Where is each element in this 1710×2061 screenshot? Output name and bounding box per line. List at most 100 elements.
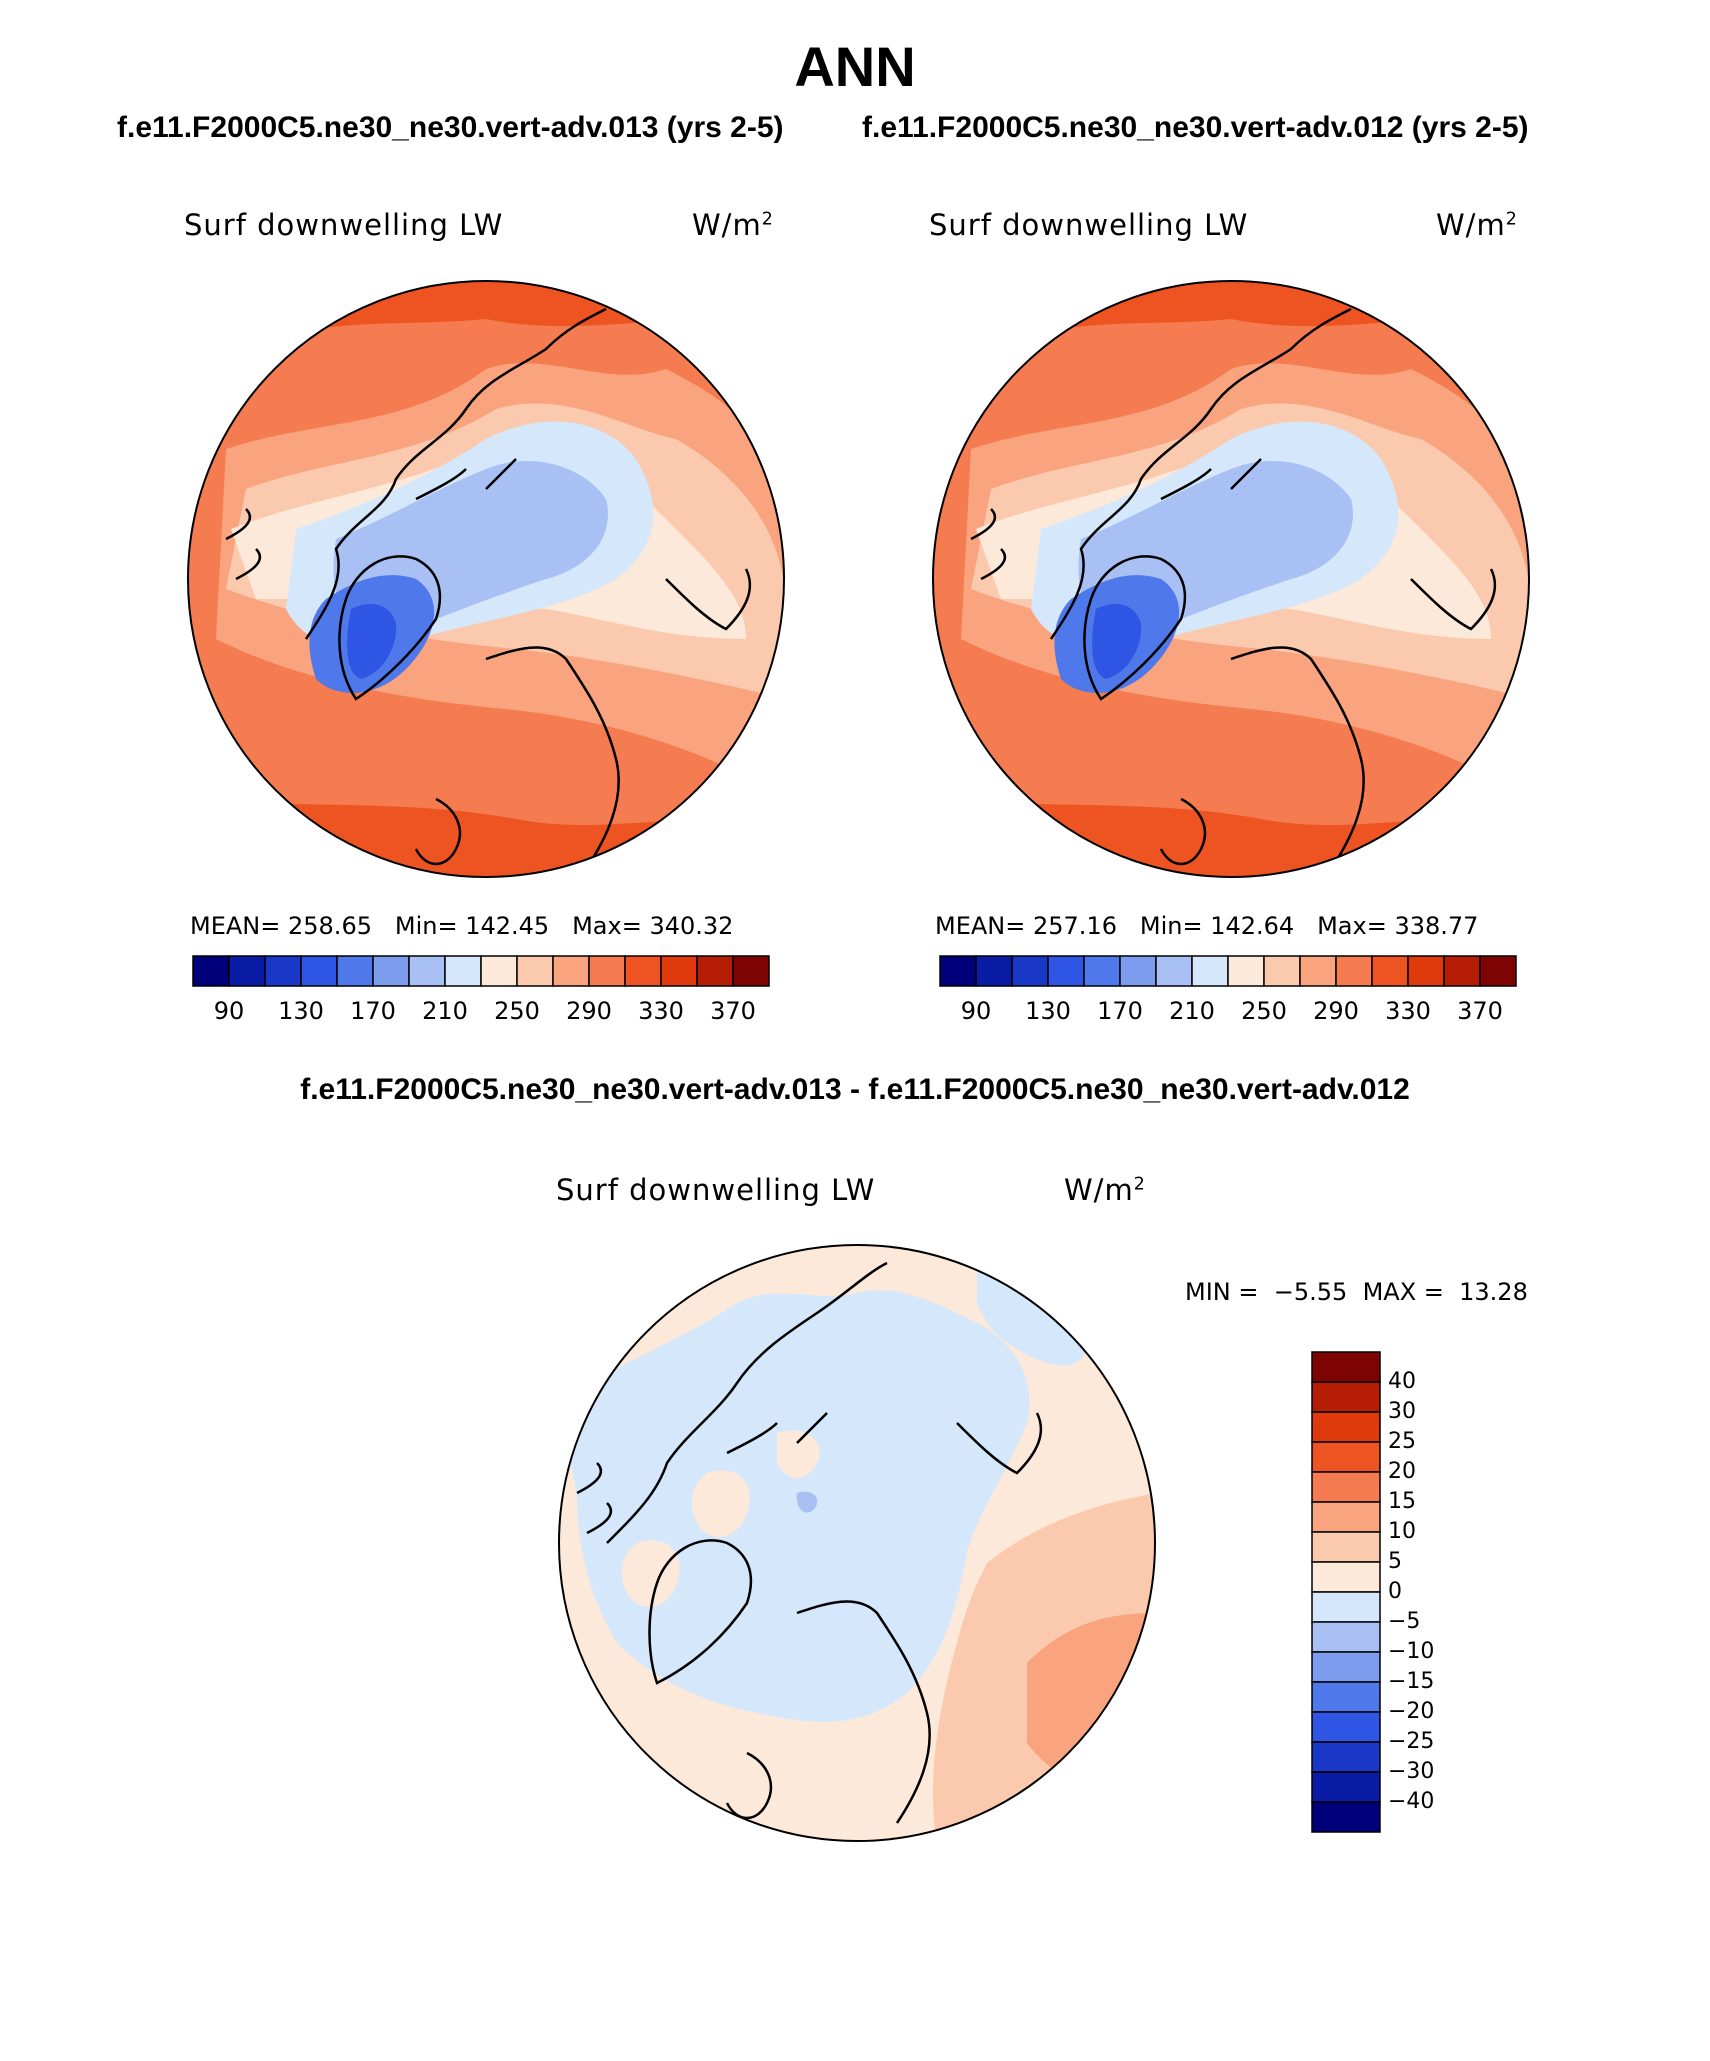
tick-label: 170 — [1097, 997, 1143, 1025]
colorbar-left-ticks: 90 130 170 210 250 290 330 370 — [193, 997, 769, 1027]
colorbar-swatch — [408, 955, 446, 987]
tick-label: 10 — [1388, 1519, 1416, 1544]
colorbar-swatch — [1311, 1351, 1381, 1383]
colorbar-swatch — [1047, 955, 1085, 987]
tick-label: −5 — [1388, 1609, 1421, 1634]
colorbar-swatch — [192, 955, 230, 987]
main-title: ANN — [794, 35, 916, 98]
colorbar-swatch — [1311, 1741, 1381, 1773]
tick-label: −40 — [1388, 1789, 1435, 1814]
colorbar-right-ticks: 90 130 170 210 250 290 330 370 — [940, 997, 1516, 1027]
tick-label: 250 — [494, 997, 540, 1025]
variable-label-diff: Surf downwelling LW — [556, 1173, 876, 1207]
colorbar-swatch — [1311, 1771, 1381, 1803]
colorbar-swatch — [1335, 955, 1373, 987]
case-title-left: f.e11.F2000C5.ne30_ne30.vert-adv.013 (yr… — [117, 111, 784, 144]
colorbar-left — [192, 955, 770, 987]
tick-label: 210 — [1169, 997, 1215, 1025]
colorbar-swatch — [1311, 1591, 1381, 1623]
variable-label-right: Surf downwelling LW — [929, 208, 1249, 242]
colorbar-swatch — [1311, 1471, 1381, 1503]
tick-label: 170 — [350, 997, 396, 1025]
colorbar-swatch — [1083, 955, 1121, 987]
tick-label: 290 — [566, 997, 612, 1025]
colorbar-swatch — [372, 955, 410, 987]
stats-right: MEAN= 257.16 Min= 142.64 Max= 338.77 — [935, 912, 1479, 940]
colorbar-swatch — [1311, 1681, 1381, 1713]
tick-label: 0 — [1388, 1579, 1402, 1604]
tick-label: 20 — [1388, 1459, 1416, 1484]
colorbar-swatch — [1155, 955, 1193, 987]
tick-label: 90 — [213, 997, 245, 1025]
polar-map-left — [187, 280, 785, 878]
colorbar-swatch — [516, 955, 554, 987]
colorbar-swatch — [1299, 955, 1337, 987]
colorbar-swatch — [480, 955, 518, 987]
tick-label: 25 — [1388, 1429, 1416, 1454]
tick-label: 370 — [710, 997, 756, 1025]
tick-label: 130 — [278, 997, 324, 1025]
tick-label: 370 — [1457, 997, 1503, 1025]
colorbar-swatch — [444, 955, 482, 987]
stats-left: MEAN= 258.65 Min= 142.45 Max= 340.32 — [190, 912, 734, 940]
colorbar-swatch — [1311, 1711, 1381, 1743]
tick-label: 330 — [1385, 997, 1431, 1025]
tick-label: −30 — [1388, 1759, 1435, 1784]
colorbar-swatch — [939, 955, 977, 987]
stats-diff: MIN = −5.55 MAX = 13.28 — [1185, 1278, 1528, 1306]
colorbar-swatch — [696, 955, 734, 987]
colorbar-swatch — [1311, 1531, 1381, 1563]
colorbar-swatch — [732, 955, 770, 987]
colorbar-swatch — [1443, 955, 1481, 987]
colorbar-swatch — [1371, 955, 1409, 987]
colorbar-swatch — [1191, 955, 1229, 987]
tick-label: 250 — [1241, 997, 1287, 1025]
case-title-right: f.e11.F2000C5.ne30_ne30.vert-adv.012 (yr… — [862, 111, 1529, 144]
tick-label: 30 — [1388, 1399, 1416, 1424]
colorbar-right — [939, 955, 1517, 987]
polar-map-diff — [558, 1244, 1156, 1842]
colorbar-swatch — [975, 955, 1013, 987]
colorbar-swatch — [588, 955, 626, 987]
colorbar-swatch — [624, 955, 662, 987]
colorbar-swatch — [660, 955, 698, 987]
tick-label: 90 — [960, 997, 992, 1025]
difference-title: f.e11.F2000C5.ne30_ne30.vert-adv.013 - f… — [300, 1073, 1410, 1106]
colorbar-swatch — [1407, 955, 1445, 987]
tick-label: 15 — [1388, 1489, 1416, 1514]
colorbar-swatch — [1311, 1411, 1381, 1443]
colorbar-swatch — [264, 955, 302, 987]
colorbar-swatch — [1119, 955, 1157, 987]
tick-label: 40 — [1388, 1369, 1416, 1394]
colorbar-swatch — [1311, 1651, 1381, 1683]
colorbar-swatch — [1227, 955, 1265, 987]
colorbar-swatch — [1479, 955, 1517, 987]
tick-label: −25 — [1388, 1729, 1435, 1754]
variable-label-left: Surf downwelling LW — [184, 208, 504, 242]
tick-label: 290 — [1313, 997, 1359, 1025]
tick-label: −20 — [1388, 1699, 1435, 1724]
colorbar-swatch — [1311, 1441, 1381, 1473]
colorbar-swatch — [1011, 955, 1049, 987]
polar-map-right — [932, 280, 1530, 878]
colorbar-swatch — [1311, 1621, 1381, 1653]
units-label-diff: W/m2 — [1064, 1173, 1146, 1207]
tick-label: 210 — [422, 997, 468, 1025]
colorbar-swatch — [300, 955, 338, 987]
colorbar-swatch — [1311, 1801, 1381, 1833]
tick-label: 330 — [638, 997, 684, 1025]
tick-label: −15 — [1388, 1669, 1435, 1694]
colorbar-diff-ticks: 40 30 25 20 15 10 5 0 −5 −10 −15 −20 −25… — [1388, 1352, 1468, 1832]
tick-label: −10 — [1388, 1639, 1435, 1664]
units-label-left: W/m2 — [692, 208, 774, 242]
colorbar-swatch — [336, 955, 374, 987]
colorbar-swatch — [228, 955, 266, 987]
colorbar-swatch — [1311, 1381, 1381, 1413]
colorbar-swatch — [1263, 955, 1301, 987]
units-label-right: W/m2 — [1436, 208, 1518, 242]
tick-label: 130 — [1025, 997, 1071, 1025]
colorbar-swatch — [552, 955, 590, 987]
colorbar-diff — [1311, 1351, 1381, 1833]
colorbar-swatch — [1311, 1561, 1381, 1593]
tick-label: 5 — [1388, 1549, 1402, 1574]
